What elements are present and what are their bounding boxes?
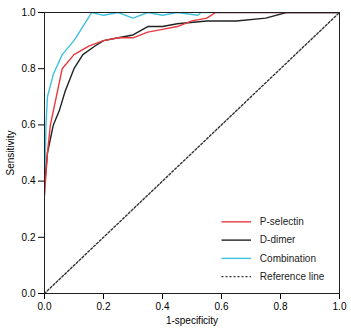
- svg-text:0.4: 0.4: [22, 175, 36, 186]
- svg-text:Sensitivity: Sensitivity: [5, 130, 16, 175]
- svg-text:0.8: 0.8: [274, 301, 288, 312]
- svg-text:1.0: 1.0: [22, 7, 36, 18]
- svg-text:P-selectin: P-selectin: [260, 216, 304, 227]
- svg-text:0.6: 0.6: [22, 119, 36, 130]
- svg-text:1.0: 1.0: [333, 301, 347, 312]
- svg-text:Combination: Combination: [260, 253, 316, 264]
- svg-text:0.0: 0.0: [38, 301, 52, 312]
- svg-text:D-dimer: D-dimer: [260, 234, 296, 245]
- svg-text:0.0: 0.0: [22, 288, 36, 299]
- svg-text:0.8: 0.8: [22, 63, 36, 74]
- svg-text:Reference line: Reference line: [260, 271, 325, 282]
- svg-text:0.6: 0.6: [215, 301, 229, 312]
- svg-text:0.4: 0.4: [156, 301, 170, 312]
- svg-text:0.2: 0.2: [97, 301, 111, 312]
- svg-text:0.2: 0.2: [22, 232, 36, 243]
- svg-text:1-specificity: 1-specificity: [166, 315, 218, 326]
